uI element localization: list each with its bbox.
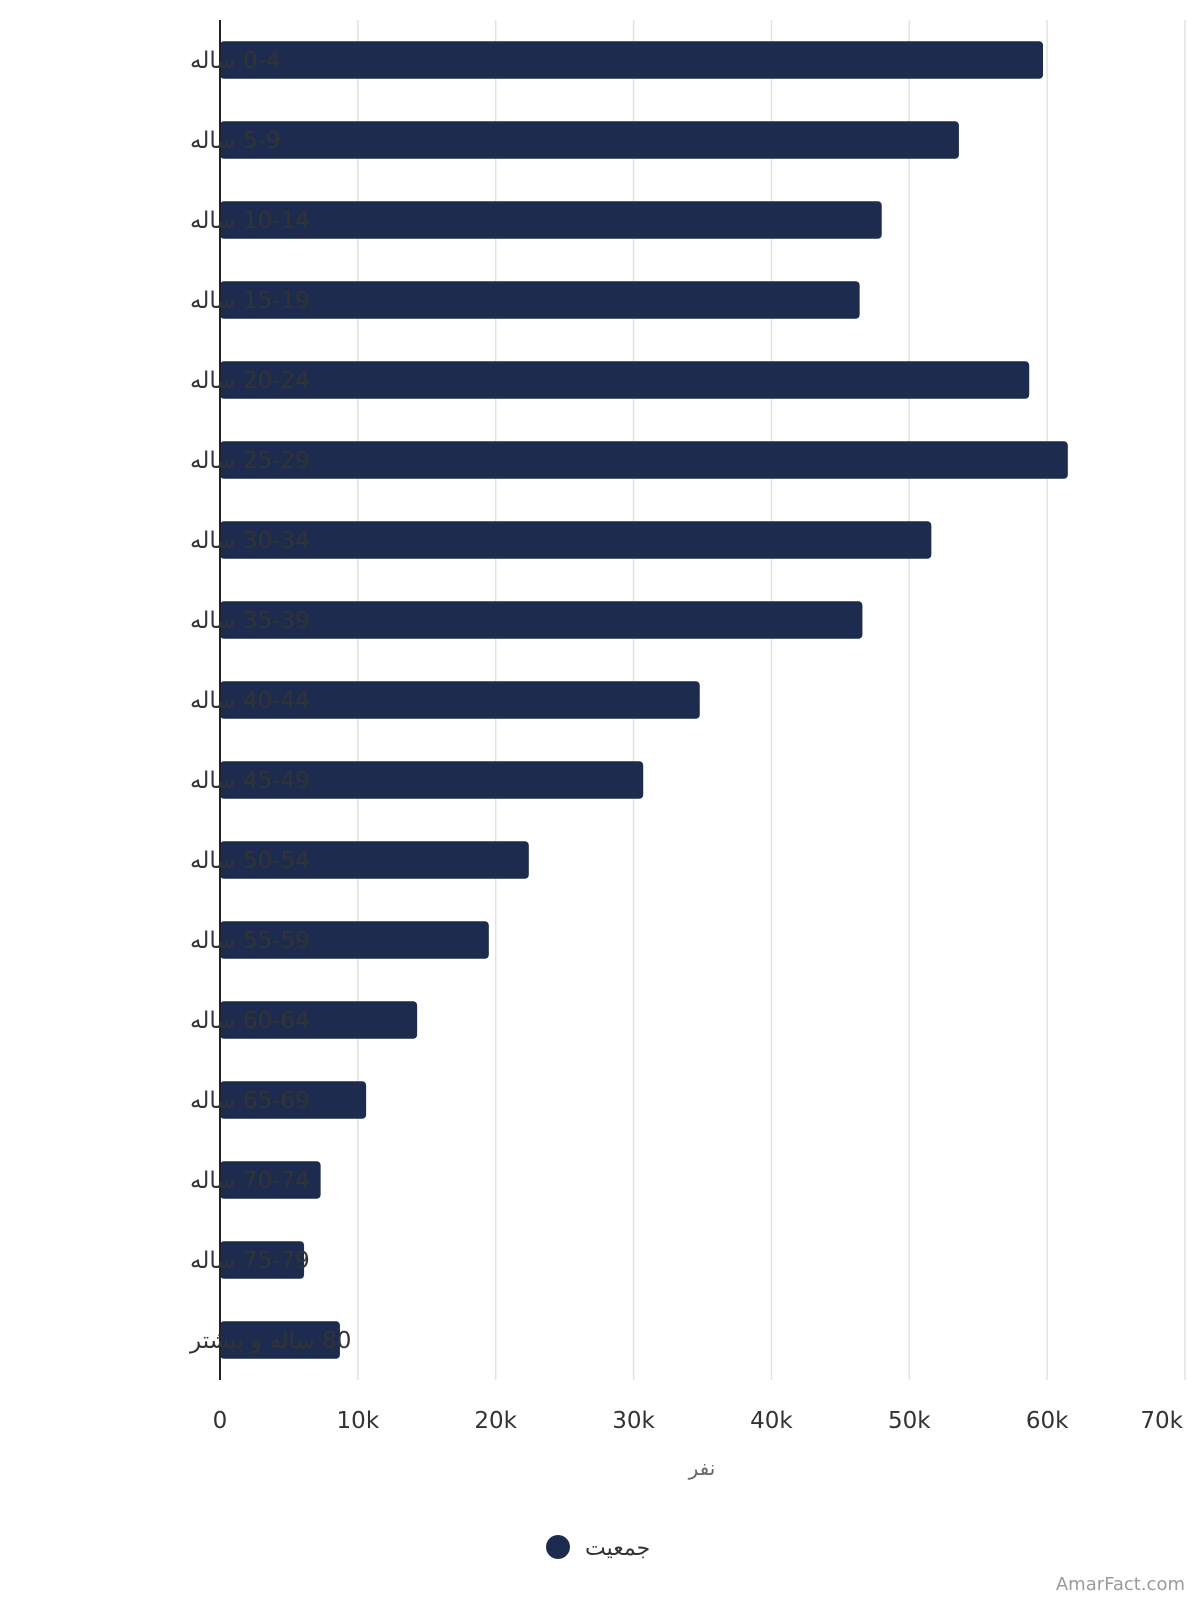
category-label: 15-19 ساله [190, 288, 310, 314]
category-label: 80 ساله و بیشتر [189, 1328, 351, 1354]
bar [220, 601, 863, 639]
bar [220, 1241, 305, 1279]
legend-swatch [546, 1535, 570, 1559]
category-label: 20-24 ساله [190, 368, 310, 394]
category-label: 5-9 ساله [190, 128, 281, 154]
bar [220, 1081, 367, 1119]
bar [220, 681, 700, 719]
bar [220, 361, 1030, 399]
x-tick-label: 0 [213, 1408, 228, 1434]
legend-label: جمعیت [585, 1536, 650, 1561]
category-label: 30-34 ساله [190, 528, 310, 554]
category-label: 0-4 ساله [190, 48, 281, 74]
category-label: 40-44 ساله [190, 688, 310, 714]
bar [220, 41, 1044, 79]
x-tick-label: 50k [888, 1408, 931, 1434]
legend: جمعیت [546, 1535, 650, 1561]
x-axis-title: نفر [688, 1456, 716, 1480]
bar [220, 281, 860, 319]
bar [220, 921, 489, 959]
bars [220, 41, 1068, 1359]
category-label: 25-29 ساله [190, 448, 310, 474]
bar [220, 841, 529, 879]
x-tick-label: 10k [337, 1408, 380, 1434]
x-tick-labels: 0 10k 20k 30k 40k 50k 60k 70k [213, 1408, 1184, 1434]
bar [220, 1001, 418, 1039]
bar [220, 121, 959, 159]
bar [220, 1321, 340, 1359]
bar [220, 761, 644, 799]
x-tick-label: 60k [1026, 1408, 1069, 1434]
bar [220, 521, 932, 559]
category-label: 60-64 ساله [190, 1008, 310, 1034]
category-label: 45-49 ساله [190, 768, 310, 794]
category-label: 65-69 ساله [190, 1088, 310, 1114]
category-label: 55-59 ساله [190, 928, 310, 954]
category-label: 75-79 ساله [190, 1248, 310, 1274]
bar [220, 441, 1068, 479]
category-label: 10-14 ساله [190, 208, 310, 234]
watermark: AmarFact.com [1056, 1574, 1185, 1595]
category-label: 50-54 ساله [190, 848, 310, 874]
category-label: 70-74 ساله [190, 1168, 310, 1194]
x-tick-label: 40k [750, 1408, 793, 1434]
category-labels: 0-4 ساله 5-9 ساله 10-14 ساله 15-19 ساله 20-2… [189, 48, 351, 1354]
x-tick-label: 70k [1140, 1408, 1183, 1434]
bar [220, 201, 882, 239]
category-label: 35-39 ساله [190, 608, 310, 634]
x-tick-label: 20k [474, 1408, 517, 1434]
x-tick-label: 30k [612, 1408, 655, 1434]
bar [220, 1161, 321, 1199]
